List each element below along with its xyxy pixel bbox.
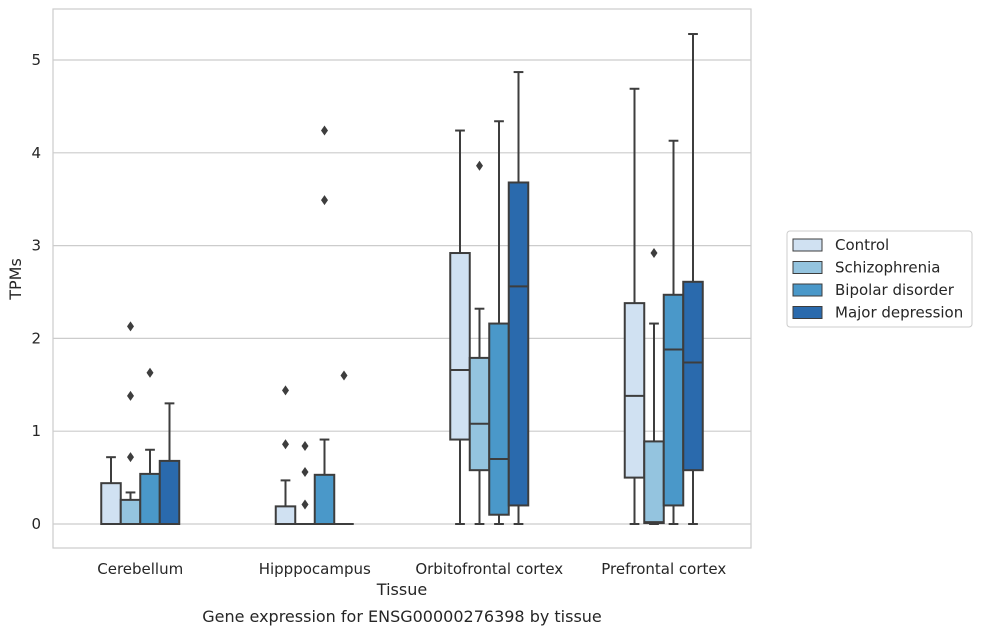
- box-body: [158, 459, 181, 525]
- box-body: [119, 498, 142, 526]
- legend-swatch: [792, 306, 823, 319]
- y-tick-label: 3: [31, 237, 41, 255]
- box-body: [100, 482, 122, 525]
- box-body: [488, 322, 510, 516]
- x-tick-label: Orbitofrontal cortex: [415, 560, 563, 578]
- box-control: [623, 87, 646, 525]
- legend: Control Schizophrenia Bipolar disorder Majo…: [786, 230, 973, 328]
- legend-frame: [786, 230, 973, 328]
- x-tick-label: Hipppocampus: [259, 560, 371, 578]
- x-tick-labels: Cerebellum Hipppocampus Orbitofrontal cort…: [97, 560, 726, 578]
- outlier-point: [301, 499, 309, 510]
- legend-label: Schizophrenia: [835, 259, 940, 277]
- outlier-point: [282, 385, 289, 396]
- box-body: [623, 302, 646, 479]
- box-body: [468, 356, 491, 472]
- x-axis-label: Tissue: [376, 580, 427, 599]
- legend-swatch: [792, 283, 823, 297]
- box-body: [313, 473, 336, 526]
- outlier-point: [650, 248, 658, 259]
- outlier-point: [301, 441, 309, 452]
- box-bipolar-disorder: [662, 139, 685, 525]
- y-tick-label: 0: [31, 515, 41, 533]
- legend-swatch: [792, 261, 823, 274]
- figure-caption: Gene expression for ENSG00000276398 by t…: [202, 607, 602, 626]
- legend-label: Control: [835, 236, 889, 254]
- legend-swatch: [792, 238, 823, 252]
- outlier-point: [127, 390, 134, 401]
- box-schizophrenia: [295, 441, 315, 525]
- box-body: [643, 440, 665, 525]
- box-control: [274, 385, 297, 526]
- box-bipolar-disorder: [313, 125, 336, 526]
- box-control: [449, 129, 471, 525]
- box-groups: [100, 33, 704, 526]
- y-tick-label: 1: [31, 422, 41, 440]
- box-body: [662, 293, 685, 507]
- legend-label: Major depression: [835, 304, 963, 322]
- outlier-point: [301, 467, 309, 478]
- outlier-point: [340, 370, 348, 381]
- box-schizophrenia: [119, 321, 142, 526]
- y-axis-label: TPMs: [6, 258, 25, 301]
- outlier-point: [476, 160, 483, 171]
- y-tick-label: 2: [31, 329, 41, 347]
- y-tick-labels: 0 1 2 3 4 5: [31, 51, 41, 533]
- box-body: [274, 505, 297, 526]
- box-body: [139, 472, 161, 525]
- legend-label: Bipolar disorder: [835, 281, 955, 299]
- x-tick-label: Cerebellum: [97, 560, 183, 578]
- box-major-depression: [682, 33, 704, 525]
- box-major-depression: [334, 370, 354, 525]
- outlier-point: [282, 439, 289, 450]
- box-major-depression: [507, 71, 530, 525]
- outlier-point: [321, 125, 328, 136]
- box-body: [507, 181, 530, 507]
- box-body: [682, 280, 704, 472]
- box-control: [100, 456, 122, 525]
- outlier-point: [127, 321, 134, 332]
- plot-frame: [52, 8, 752, 549]
- x-tick-label: Prefrontal cortex: [601, 560, 726, 578]
- outlier-point: [321, 195, 328, 206]
- box-body: [449, 252, 471, 441]
- outlier-point: [127, 452, 134, 463]
- y-tick-label: 4: [31, 144, 41, 162]
- outlier-point: [146, 367, 154, 378]
- box-schizophrenia: [643, 248, 665, 525]
- y-tick-label: 5: [31, 51, 41, 69]
- box-major-depression: [158, 402, 181, 525]
